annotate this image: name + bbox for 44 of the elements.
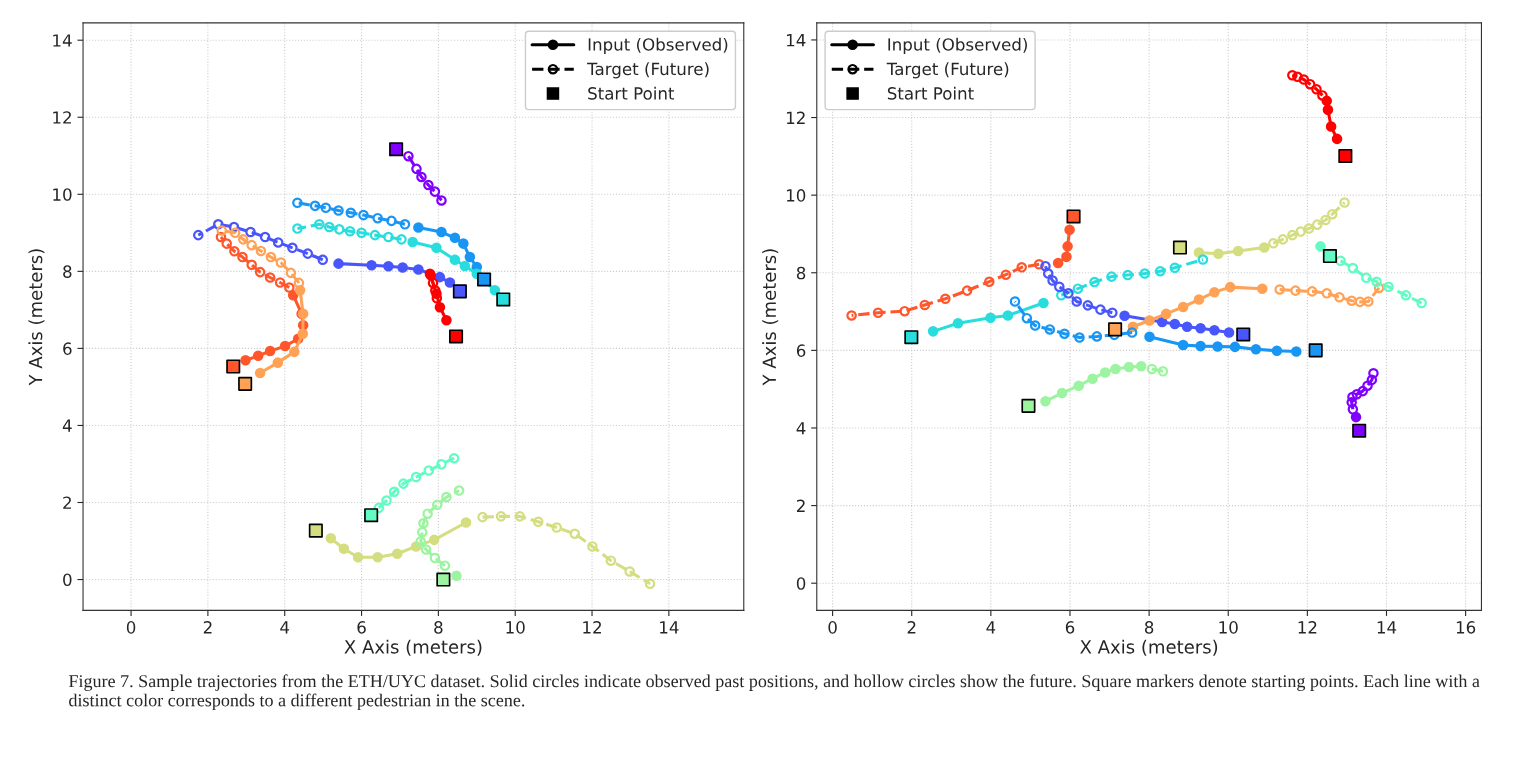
y-tick-label: 12 [53,111,71,124]
x-tick-label: 10 [506,621,525,634]
annotation: Input (Observed) [888,37,1027,54]
y-tick-label: 4 [796,422,806,435]
y-tick-label: 0 [63,573,72,587]
annotation: Target (Future) [886,62,1009,79]
y-tick-label: 4 [62,419,72,432]
annotation: Target (Future) [587,62,709,79]
y-tick-label: 14 [786,34,806,47]
x-tick-label: 0 [828,621,837,634]
y-tick-label: 8 [63,265,72,278]
y-tick-label: 2 [796,499,805,512]
y-tick-label: 6 [796,344,806,357]
x-tick-label: 14 [660,621,679,634]
x-axis-title: X Axis (meters) [1080,639,1218,656]
x-tick-label: 12 [583,621,601,634]
x-tick-label: 0 [126,621,136,634]
y-tick-label: 14 [53,34,72,47]
y-tick-label: 2 [63,496,71,509]
y-tick-label: 10 [53,188,72,201]
x-axis-title: X Axis (meters) [344,639,482,656]
annotation: Start Point [887,86,974,100]
x-tick-label: 4 [986,621,996,634]
y-axis-title: Y Axis (meters) [762,249,779,386]
y-tick-label: 10 [786,189,806,202]
x-tick-label: 2 [203,621,212,634]
y-tick-label: 12 [786,111,805,124]
x-tick-label: 14 [1377,621,1397,634]
x-tick-label: 8 [1144,621,1154,634]
y-tick-label: 0 [796,577,806,590]
annotation: Start Point [588,86,675,100]
annotation: Input (Observed) [588,37,728,54]
caption: Figure 7. Sample trajectories from the ETH/UYC dataset. Solid circles indicate observed past positions, and hollow circles show the future. Square markers denote starting points. Each line with a distinct color corresponds to a different pedestrian in the scene. [68,674,1480,711]
x-tick-label: 16 [1456,621,1476,634]
x-tick-label: 6 [1065,621,1075,634]
x-tick-label: 4 [280,621,290,634]
y-tick-label: 6 [63,342,72,355]
y-tick-label: 8 [796,266,806,280]
y-axis-title: Y Axis (meters) [28,249,45,386]
x-tick-label: 6 [357,621,366,634]
x-tick-label: 8 [434,621,443,634]
x-tick-label: 10 [1219,621,1238,634]
x-tick-label: 12 [1298,621,1317,634]
x-tick-label: 2 [907,621,916,634]
